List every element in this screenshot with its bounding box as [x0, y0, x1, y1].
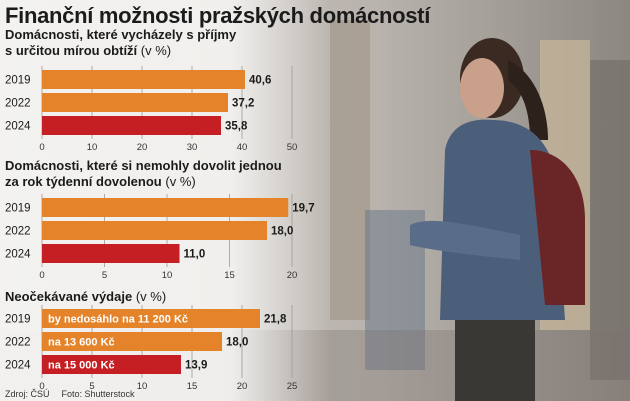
headline: Finanční možnosti pražských domácností	[5, 3, 431, 28]
chart-3-category-label-1: 2022	[5, 337, 31, 349]
chart-2-title: Domácnosti, které si nemohly dovolit jed…	[5, 158, 282, 190]
chart-1-bar-0	[42, 70, 245, 89]
chart-1-tick-label-1: 10	[87, 142, 98, 153]
chart-1-category-label-2: 2024	[5, 121, 31, 133]
chart-1-value-label-2: 35,8	[225, 121, 248, 133]
chart-2-bar-2	[42, 244, 180, 263]
chart-3-unit: (v %)	[135, 289, 167, 304]
chart-3-tick-label-5: 25	[287, 381, 298, 392]
chart-1-unit: (v %)	[140, 43, 172, 58]
chart-2-title-line1: Domácnosti, které si nemohly dovolit jed…	[5, 158, 282, 173]
chart-3-tick-label-1: 5	[89, 381, 94, 392]
chart-2-category-label-0: 2019	[5, 203, 31, 215]
chart-2-tick-label-3: 15	[224, 270, 235, 281]
chart-3-category-label-0: 2019	[5, 314, 31, 326]
chart-3-bar-note-0: by nedosáhlo na 11 200 Kč	[48, 314, 188, 326]
chart-1-title: Domácnosti, které vycházely s příjmy s u…	[5, 27, 236, 59]
photo-credit: Foto: Shutterstock	[61, 389, 135, 399]
chart-3-bar-2	[42, 355, 181, 374]
chart-3-value-label-2: 13,9	[185, 360, 207, 372]
chart-1-title-line1: Domácnosti, které vycházely s příjmy	[5, 27, 237, 42]
chart-1-category-label-0: 2019	[5, 75, 31, 87]
footer: Zdroj: ČSÚ Foto: Shutterstock	[5, 389, 135, 399]
chart-3-tick-label-4: 20	[237, 381, 248, 392]
woman-figure	[410, 38, 585, 401]
chart-3-title: Neočekávané výdaje (v %)	[5, 289, 166, 305]
chart-2-value-label-1: 18,0	[271, 226, 293, 238]
chart-3-bar-0	[42, 309, 260, 328]
chart-2-bar-1	[42, 221, 267, 240]
chart-2-value-label-2: 11,0	[184, 249, 206, 261]
chart-3-category-label-2: 2024	[5, 360, 31, 372]
chart-1-bar-1	[42, 93, 228, 112]
chart-3-title-line1: Neočekávané výdaje	[5, 289, 133, 304]
chart-1-title-line2: s určitou mírou obtíží	[5, 43, 138, 58]
chart-3-value-label-0: 21,8	[264, 314, 287, 326]
chart-2-tick-label-1: 5	[102, 270, 107, 281]
chart-2-tick-label-0: 0	[39, 270, 44, 281]
chart-2-category-label-1: 2022	[5, 226, 31, 238]
chart-3-bar-1	[42, 332, 222, 351]
chart-1-tick-label-5: 50	[287, 142, 298, 153]
chart-2-title-line2: za rok týdenní dovolenou	[5, 174, 162, 189]
chart-3-bar-note-1: na 13 600 Kč	[48, 337, 115, 349]
chart-3-tick-label-3: 15	[187, 381, 198, 392]
chart-1-category-label-1: 2022	[5, 98, 31, 110]
source-note: Zdroj: ČSÚ	[5, 389, 50, 399]
chart-1-bar-2	[42, 116, 221, 135]
chart-3-value-label-1: 18,0	[226, 337, 248, 349]
chart-3-bar-note-2: na 15 000 Kč	[48, 360, 115, 372]
chart-2-unit: (v %)	[165, 174, 196, 189]
chart-2-tick-label-4: 20	[287, 270, 298, 281]
chart-2-category-label-2: 2024	[5, 249, 31, 261]
chart-3-tick-label-2: 10	[137, 381, 148, 392]
chart-1-tick-label-0: 0	[39, 142, 44, 153]
chart-1-value-label-1: 37,2	[232, 98, 254, 110]
chart-1-tick-label-4: 40	[237, 142, 248, 153]
chart-2-tick-label-2: 10	[162, 270, 173, 281]
chart-2-bar-0	[42, 198, 289, 217]
chart-2-value-label-0: 19,7	[292, 203, 314, 215]
chart-3-tick-label-0: 0	[39, 381, 44, 392]
chart-1-value-label-0: 40,6	[249, 75, 271, 87]
chart-1-tick-label-3: 30	[187, 142, 198, 153]
chart-1-tick-label-2: 20	[137, 142, 148, 153]
